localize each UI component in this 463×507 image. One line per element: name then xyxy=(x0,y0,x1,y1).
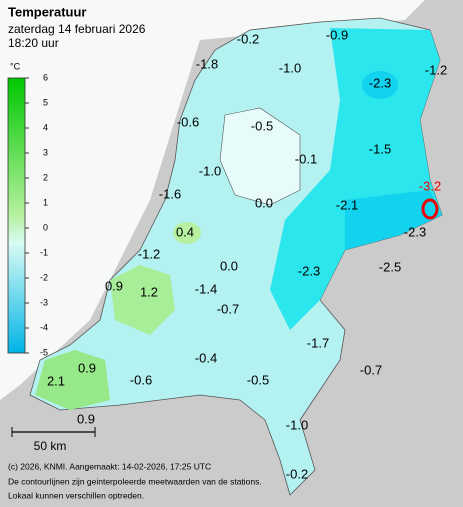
legend-tick-label: -3 xyxy=(40,297,48,307)
footer-line: De contourlijnen zijn geinterpoleerde me… xyxy=(8,476,262,486)
temperature-label: -0.1 xyxy=(295,151,317,166)
temperature-label: -1.7 xyxy=(307,335,329,350)
legend-tick-label: 2 xyxy=(43,172,48,182)
highlight-label: -3.2 xyxy=(419,178,441,193)
temperature-label: -2.3 xyxy=(369,75,391,90)
temperature-label: -1.0 xyxy=(286,417,308,432)
temperature-label: -1.5 xyxy=(369,141,391,156)
temperature-label: -0.7 xyxy=(217,301,239,316)
cold-spot xyxy=(362,71,398,99)
title: Temperatuur xyxy=(8,4,87,19)
legend-scale xyxy=(7,77,26,354)
temperature-label: -0.5 xyxy=(251,118,273,133)
temperature-label: -0.6 xyxy=(177,114,199,129)
temperature-label: -1.2 xyxy=(138,246,160,261)
temperature-label: 2.1 xyxy=(47,373,65,388)
temperature-label: 0.4 xyxy=(176,224,194,239)
map-labels: -0.2 -0.9 -1.8 -1.0 -2.3 -1.2 -0.6 -0.5 -0.1 -1.5… xyxy=(47,27,447,481)
temperature-label: -0.7 xyxy=(360,362,382,377)
temperature-label: -0.2 xyxy=(286,466,308,481)
highlight-marker xyxy=(421,198,439,220)
temperature-label: 0.0 xyxy=(220,258,238,273)
temperature-label: 0.9 xyxy=(77,411,95,426)
temperature-label: 1.2 xyxy=(140,284,158,299)
temperature-label: -2.5 xyxy=(379,259,401,274)
footer-line: Lokaal kunnen verschillen optreden. xyxy=(8,490,144,500)
date: zaterdag 14 februari 2026 xyxy=(8,22,146,36)
coldest-region xyxy=(345,190,442,250)
warm-region xyxy=(173,222,201,244)
legend-tick-label: 3 xyxy=(43,147,48,157)
temperature-label: -0.2 xyxy=(237,31,259,46)
footer-line: (c) 2026, KNMI. Aangemaakt: 14-02-2026, … xyxy=(8,461,211,471)
scale-label: 50 km xyxy=(34,439,67,453)
temperature-label: -2.3 xyxy=(298,263,320,278)
legend-tick-label: -1 xyxy=(40,247,48,257)
warm-region xyxy=(110,265,175,335)
cold-region xyxy=(270,28,442,330)
temperature-label: -0.9 xyxy=(326,27,348,42)
temperature-label: 0.9 xyxy=(78,360,96,375)
temperature-label: -1.6 xyxy=(159,186,181,201)
temperature-label: -0.6 xyxy=(130,372,152,387)
sea xyxy=(0,0,425,400)
temperature-label: -2.1 xyxy=(336,197,358,212)
temperature-label: 0.0 xyxy=(255,195,273,210)
legend-tick-label: 6 xyxy=(43,72,48,82)
legend-tick-label: 1 xyxy=(43,197,48,207)
temperature-label: -1.2 xyxy=(425,62,447,77)
temperature-label: -1.4 xyxy=(195,281,217,296)
temperature-label: -2.3 xyxy=(404,224,426,239)
temperature-label: -0.5 xyxy=(247,372,269,387)
temperature-label: -0.4 xyxy=(195,350,217,365)
ijsselmeer xyxy=(219,107,301,206)
warm-region xyxy=(35,350,110,410)
temperature-label: -1.8 xyxy=(196,56,218,71)
legend-tick-label: -5 xyxy=(40,347,48,357)
legend-tick-label: 5 xyxy=(43,97,48,107)
time: 18:20 uur xyxy=(8,36,59,50)
legend-unit: °C xyxy=(10,61,21,71)
legend-tick-label: 4 xyxy=(43,122,48,132)
legend-tick-label: 0 xyxy=(43,222,48,232)
temperature-label: -1.0 xyxy=(199,163,221,178)
legend-tick-label: -4 xyxy=(40,322,48,332)
temperature-label: -1.0 xyxy=(279,60,301,75)
legend-ticks: 6 5 4 3 2 1 0 -1 -2 -3 -4 -5 xyxy=(25,72,48,357)
legend-tick-label: -2 xyxy=(40,272,48,282)
temperature-label: 0.9 xyxy=(105,278,123,293)
